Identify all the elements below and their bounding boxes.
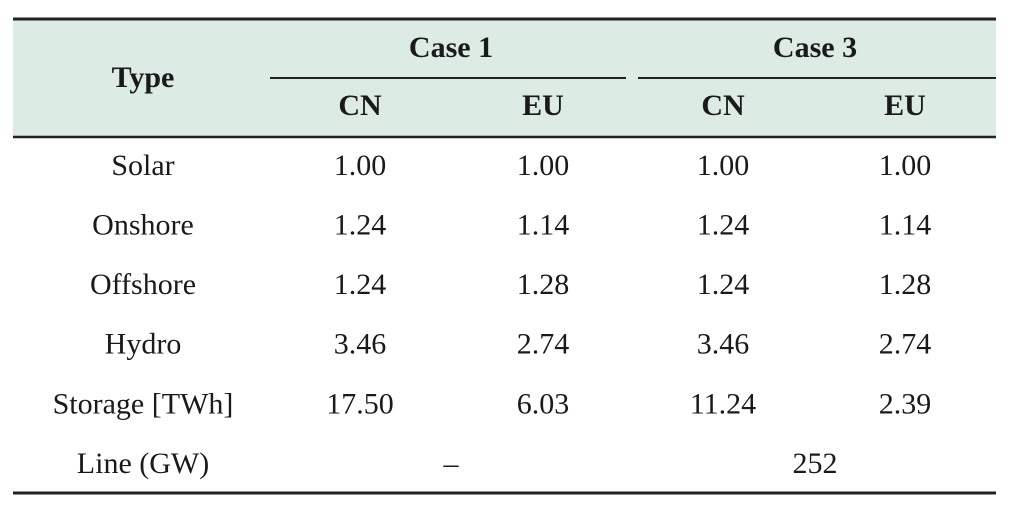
cell: 6.03 <box>517 387 570 420</box>
cell: 1.14 <box>879 208 932 241</box>
row-label: Hydro <box>105 328 182 361</box>
cell: 1.24 <box>697 208 750 241</box>
cell: 1.24 <box>697 268 750 301</box>
cell: 1.28 <box>879 268 932 301</box>
cell: 1.00 <box>517 149 570 182</box>
column-header: CN <box>338 89 382 122</box>
column-header: EU <box>884 89 926 122</box>
cell: 1.00 <box>334 149 387 182</box>
group-header: Case 3 <box>773 31 857 64</box>
cell: 2.39 <box>879 387 932 420</box>
row-label: Line (GW) <box>77 447 209 480</box>
cell: 252 <box>793 447 838 480</box>
cell: 3.46 <box>334 328 387 361</box>
cell: – <box>443 447 460 480</box>
row-label: Solar <box>111 149 174 182</box>
row-label: Storage [TWh] <box>53 387 234 420</box>
column-header: CN <box>701 89 745 122</box>
cell: 1.28 <box>517 268 570 301</box>
cell: 2.74 <box>879 328 932 361</box>
group-header: Case 1 <box>409 31 493 64</box>
cell: 1.00 <box>697 149 750 182</box>
cell: 1.24 <box>334 268 387 301</box>
cell: 1.24 <box>334 208 387 241</box>
row-label: Offshore <box>90 268 196 301</box>
cell: 1.14 <box>517 208 570 241</box>
cell: 3.46 <box>697 328 750 361</box>
row-label: Onshore <box>92 208 194 241</box>
cell: 11.24 <box>690 387 756 420</box>
cell: 2.74 <box>517 328 570 361</box>
header-type: Type <box>112 61 175 94</box>
cell: 17.50 <box>326 387 394 420</box>
cell: 1.00 <box>879 149 932 182</box>
column-header: EU <box>522 89 564 122</box>
